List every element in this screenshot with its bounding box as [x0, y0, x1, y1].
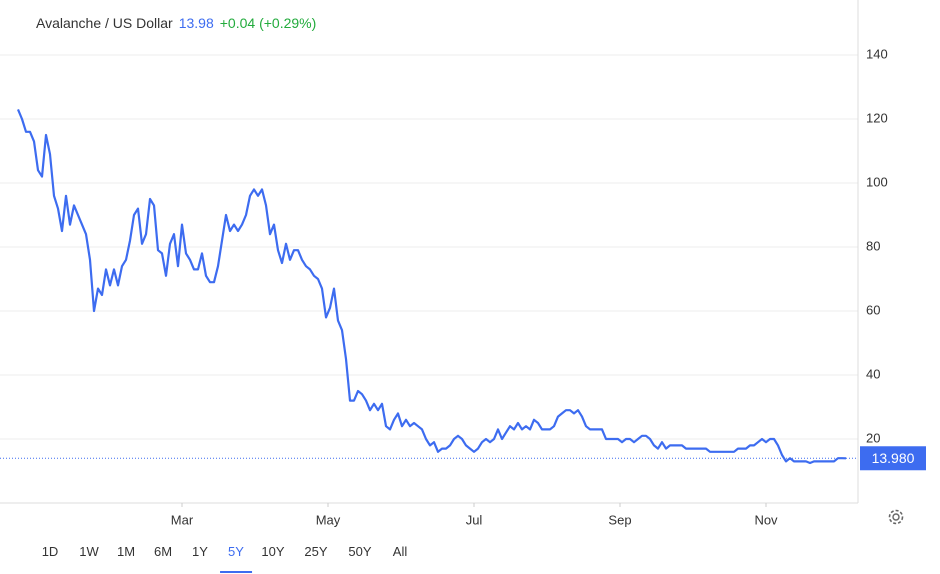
range-button[interactable]: 10Y — [261, 544, 285, 559]
range-selector: 1D 1W 1M 6M 1Y 5Y 10Y 25Y 50Y All — [0, 540, 460, 574]
y-tick-label: 40 — [866, 366, 880, 381]
range-button[interactable]: 1D — [41, 544, 59, 559]
y-tick-label: 120 — [866, 110, 888, 125]
range-button[interactable]: 1Y — [192, 544, 208, 559]
chart-header: Avalanche / US Dollar 13.98 +0.04 (+0.29%) — [36, 15, 322, 31]
range-button[interactable]: 6M — [153, 544, 173, 559]
y-tick-label: 100 — [866, 174, 888, 189]
range-button[interactable]: 1W — [79, 544, 99, 559]
y-tick-label: 20 — [866, 430, 880, 445]
chart-title: Avalanche / US Dollar — [36, 15, 173, 31]
last-price-box — [860, 446, 926, 471]
range-button[interactable]: 1M — [116, 544, 136, 559]
x-tick-label: Nov — [754, 512, 778, 527]
range-button[interactable]: 50Y — [348, 544, 372, 559]
x-tick-label: Mar — [171, 512, 194, 527]
y-tick-label: 60 — [866, 302, 880, 317]
range-button[interactable]: 5Y — [220, 544, 252, 573]
price: 13.98 — [178, 15, 214, 31]
last-price-label: 13.980 — [872, 450, 915, 466]
x-tick-label: Jul — [466, 512, 483, 527]
price-change: +0.04 (+0.29%) — [219, 15, 317, 31]
settings-icon[interactable] — [888, 509, 904, 525]
x-tick-label: Sep — [608, 512, 631, 527]
range-button[interactable]: All — [392, 544, 408, 559]
y-tick-label: 80 — [866, 238, 880, 253]
x-tick-label: May — [316, 512, 341, 527]
y-tick-label: 140 — [866, 46, 888, 61]
range-button[interactable]: 25Y — [304, 544, 328, 559]
price-line — [16, 108, 847, 465]
